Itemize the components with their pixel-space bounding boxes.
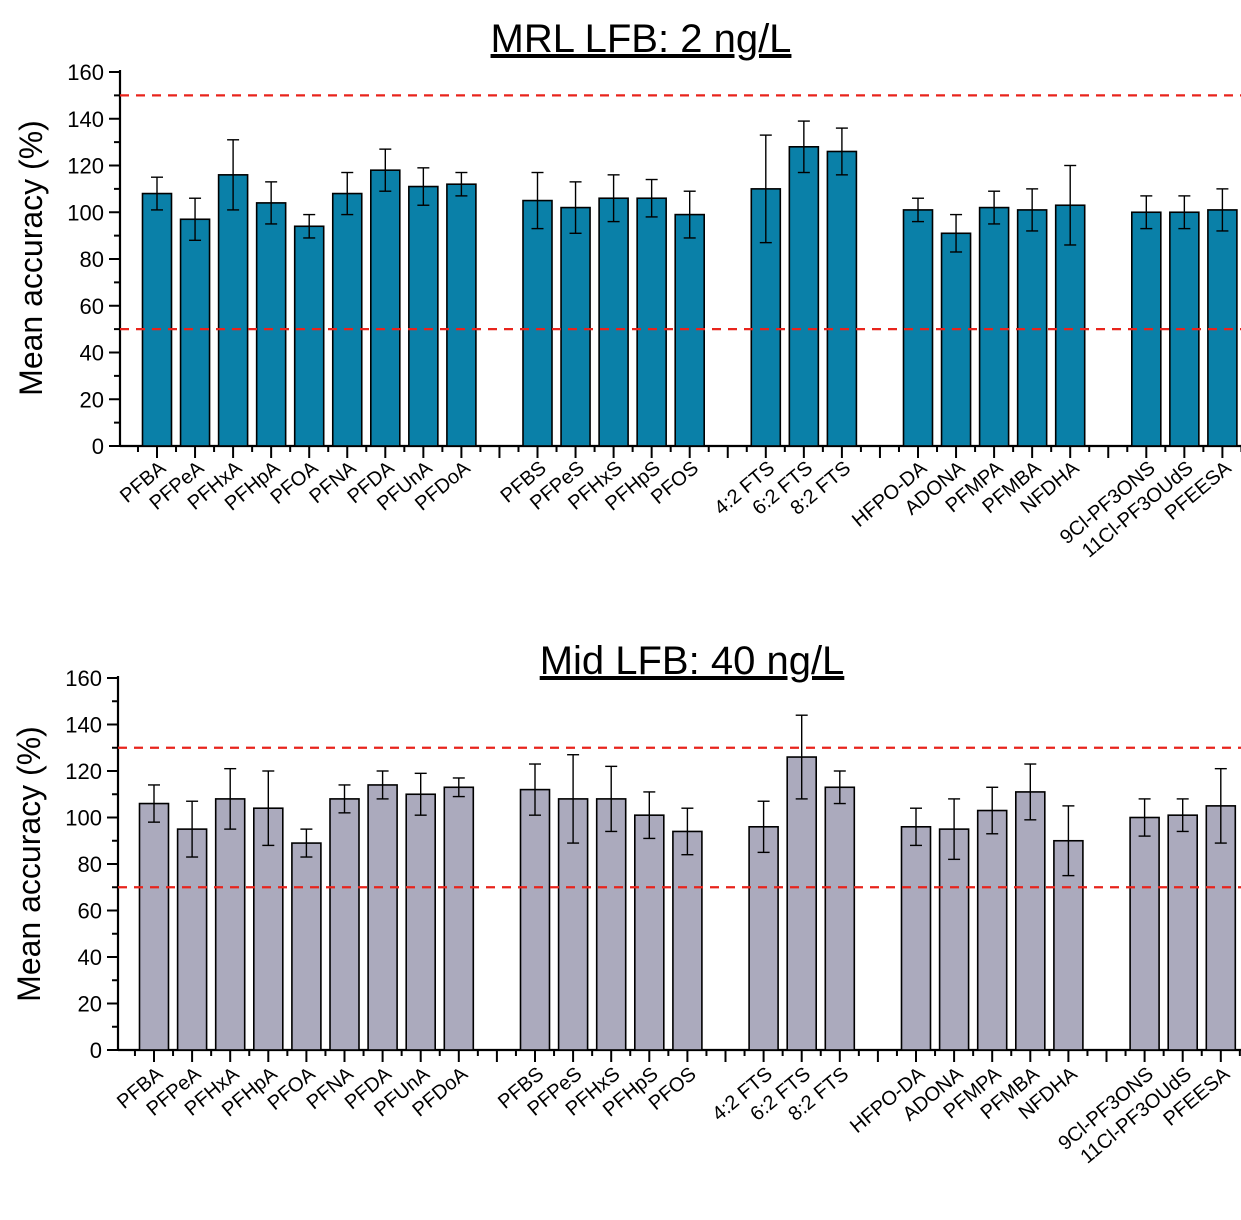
y-tick-label: 140	[65, 713, 102, 738]
bar	[788, 146, 820, 447]
bar	[329, 798, 360, 1051]
bar	[938, 828, 970, 1051]
y-tick-label: 100	[67, 200, 104, 225]
bar	[786, 756, 818, 1051]
bar	[748, 825, 779, 1051]
plot-area: 020406080100120140160PFBAPFPeAPFHxAPFHpA…	[65, 666, 1241, 1168]
bar	[176, 828, 208, 1051]
y-tick-label: 120	[65, 759, 102, 784]
bar	[902, 209, 934, 447]
bar	[138, 802, 170, 1051]
bar	[976, 809, 1008, 1051]
y-tick-label: 0	[90, 1038, 102, 1063]
bar	[1205, 805, 1237, 1051]
chart-panel-mrl: MRL LFB: 2 ng/L Mean accuracy (%) 0 20 40 6…	[13, 17, 1241, 562]
bar	[1167, 814, 1198, 1051]
bar	[293, 225, 325, 447]
bar	[598, 197, 629, 447]
bar	[522, 199, 553, 447]
chart-panel-mid: Mid LFB: 40 ng/L Mean accuracy (%) 0 20 40…	[11, 639, 1241, 1168]
chart-title: MRL LFB: 2 ng/L	[491, 17, 792, 61]
bar	[672, 830, 703, 1051]
y-tick-label: 160	[65, 666, 102, 691]
bar	[255, 202, 287, 447]
bar	[1053, 839, 1084, 1051]
y-tick-label: 60	[80, 294, 104, 319]
bar	[519, 788, 551, 1051]
y-tick-label: 160	[67, 60, 104, 85]
y-tick-label: 120	[67, 154, 104, 179]
y-tick-label: 80	[78, 852, 102, 877]
bar	[900, 825, 932, 1051]
y-axis-label: Mean accuracy (%)	[11, 726, 47, 1002]
bar	[940, 232, 972, 447]
bar	[446, 183, 477, 447]
bar	[253, 807, 284, 1051]
y-tick-label: 0	[92, 434, 104, 459]
bar	[1016, 209, 1048, 447]
y-tick-label: 80	[80, 247, 104, 272]
bar	[1014, 791, 1046, 1051]
chart-title: Mid LFB: 40 ng/L	[540, 639, 845, 683]
bar	[408, 185, 439, 447]
bar	[369, 169, 401, 447]
bar	[560, 206, 591, 447]
y-tick-label: 100	[65, 806, 102, 831]
bar	[331, 192, 363, 447]
y-tick-label: 40	[80, 341, 104, 366]
bar	[1207, 209, 1238, 447]
bar	[214, 798, 246, 1051]
y-tick-label: 60	[78, 899, 102, 924]
y-tick-label: 20	[80, 387, 104, 412]
bar	[141, 192, 173, 447]
bar	[978, 206, 1010, 447]
bar	[595, 798, 627, 1051]
bar	[633, 814, 665, 1051]
bar	[1129, 816, 1160, 1051]
y-tick-label: 20	[78, 992, 102, 1017]
bar	[405, 793, 437, 1051]
y-tick-label: 140	[67, 107, 104, 132]
y-tick-label: 40	[78, 945, 102, 970]
bar	[291, 842, 322, 1051]
bar	[636, 197, 667, 447]
bar	[824, 786, 856, 1051]
bar	[217, 174, 249, 447]
bar	[179, 218, 211, 447]
bar	[826, 150, 858, 447]
y-axis-label: Mean accuracy (%)	[13, 120, 49, 396]
bar	[674, 213, 706, 447]
plot-area: 020406080100120140160PFBAPFPeAPFHxAPFHpA…	[67, 60, 1241, 562]
bar	[443, 786, 475, 1051]
bar	[367, 784, 398, 1051]
